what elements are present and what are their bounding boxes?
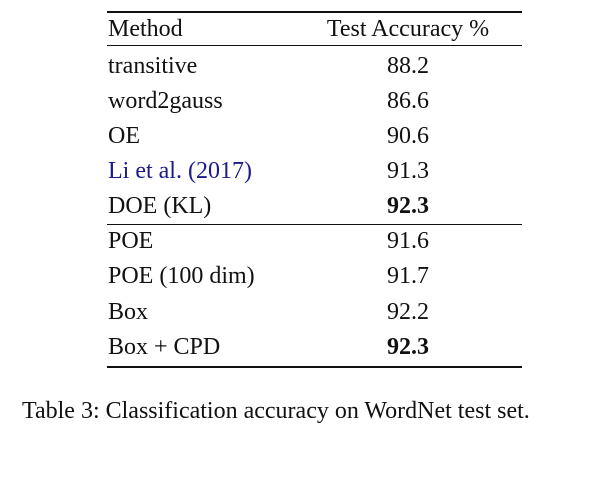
accuracy-cell: 91.6 [387,228,429,254]
method-cell: Box + CPD [108,334,221,360]
bottom-rule [107,366,522,368]
method-cell: POE [108,228,154,254]
accuracy-cell: 92.3 [387,193,429,219]
accuracy-cell: 86.6 [387,88,429,114]
accuracy-cell: 91.3 [387,158,429,184]
method-cell: DOE (KL) [108,193,212,219]
header-cell: Method [108,16,183,42]
accuracy-cell: 90.6 [387,123,429,149]
accuracy-cell: 88.2 [387,53,429,79]
header-rule [107,45,522,46]
method-cell: OE [108,123,140,149]
accuracy-cell: 91.7 [387,263,429,289]
header-cell: Test Accuracy % [326,16,490,42]
method-cell: word2gauss [108,88,223,114]
accuracy-cell: 92.2 [387,299,429,325]
method-cell: Box [108,299,149,325]
method-cell: transitive [108,53,198,79]
accuracy-cell: 92.3 [387,334,429,360]
method-cell[interactable]: Li et al. (2017) [108,158,252,184]
group-rule [107,224,522,225]
top-rule [107,11,522,13]
method-cell: POE (100 dim) [108,263,255,289]
caption: Table 3: Classification accuracy on Word… [22,398,530,424]
